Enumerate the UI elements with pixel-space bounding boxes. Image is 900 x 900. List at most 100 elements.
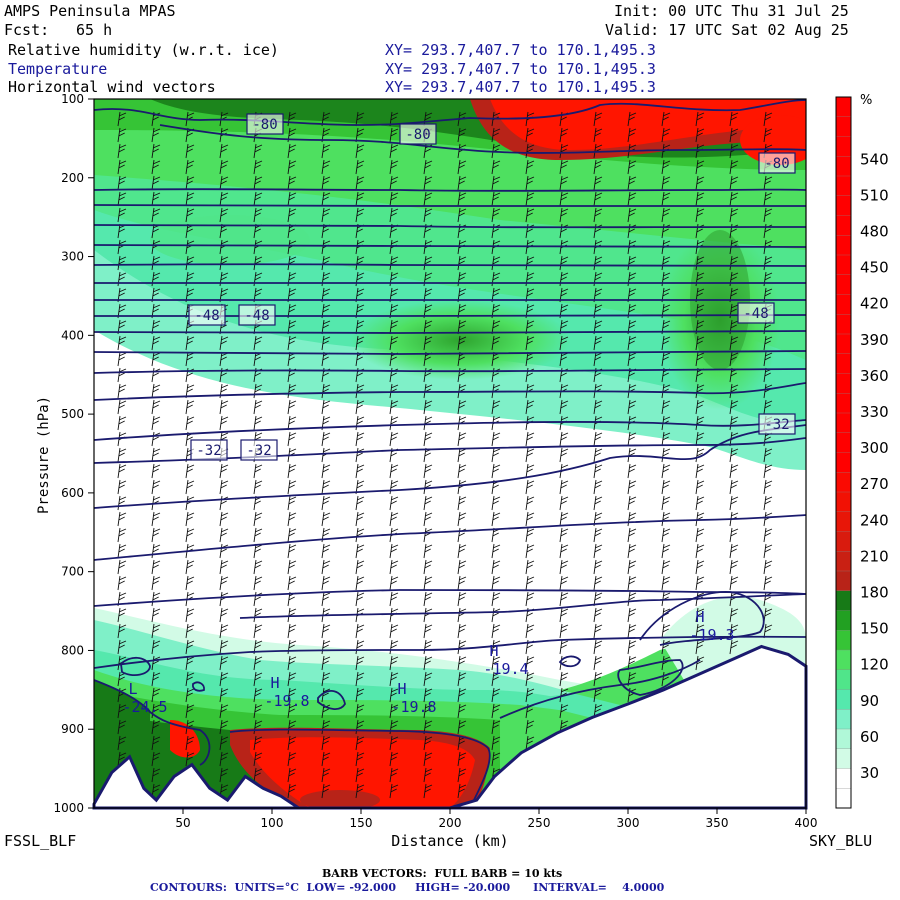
wind-barb: [219, 639, 229, 655]
wind-barb: [661, 431, 671, 447]
wind-barb: [763, 543, 773, 559]
wind-barb: [287, 527, 297, 543]
contour-line: [639, 591, 765, 646]
wind-barb: [253, 703, 263, 719]
wind-barb: [287, 319, 297, 335]
wind-barb: [457, 623, 467, 639]
colorbar-cell: [835, 353, 852, 374]
wind-barb: [661, 111, 671, 127]
wind-barb: [695, 431, 705, 447]
extremum-tag: H: [397, 680, 406, 698]
wind-barb: [729, 479, 739, 495]
contour-line: [94, 244, 806, 248]
wind-barb: [117, 527, 127, 543]
contour-line: [94, 263, 806, 267]
wind-barb: [695, 559, 705, 575]
wind-barb: [117, 175, 127, 191]
wind-barb: [423, 255, 433, 271]
wind-barb: [729, 335, 739, 351]
wind-barb: [627, 639, 637, 655]
wind-barb: [457, 335, 467, 351]
wind-barb: [355, 671, 365, 687]
wind-barb: [491, 671, 501, 687]
wind-barb: [219, 623, 229, 639]
wind-barb: [525, 735, 535, 751]
wind-barb: [491, 207, 501, 223]
wind-barb: [151, 511, 161, 527]
x-tick-label: 400: [795, 816, 818, 830]
wind-barb: [525, 655, 535, 671]
wind-barb: [287, 463, 297, 479]
colorbar-cell: [835, 314, 852, 335]
wind-barb: [151, 703, 161, 719]
colorbar-cell: [835, 254, 852, 276]
wind-barb: [457, 783, 467, 799]
wind-barb: [389, 511, 399, 527]
wind-barb: [389, 143, 399, 159]
wind-barb: [287, 719, 297, 735]
wind-barb: [525, 335, 535, 351]
contour-label: -32: [196, 443, 221, 459]
wind-barb: [151, 559, 161, 575]
wind-barb: [763, 335, 773, 351]
wind-barb: [695, 191, 705, 207]
wind-barb: [117, 479, 127, 495]
wind-barb: [457, 591, 467, 607]
wind-barb: [355, 559, 365, 575]
wind-barb: [151, 335, 161, 351]
field-label-rh: Relative humidity (w.r.t. ice): [8, 41, 279, 59]
wind-barb: [729, 607, 739, 623]
init-time: Init: 00 UTC Thu 31 Jul 25: [614, 2, 849, 20]
wind-barb: [117, 463, 127, 479]
wind-barb: [593, 687, 603, 703]
wind-barb: [151, 639, 161, 655]
wind-barb: [491, 575, 501, 591]
extremum-value: -19.3: [689, 626, 734, 644]
wind-barb: [695, 255, 705, 271]
wind-barb: [219, 511, 229, 527]
wind-barb: [117, 719, 127, 735]
field-xy-rh: XY= 293.7,407.7 to 170.1,495.3: [385, 41, 656, 59]
temperature-contours: [94, 99, 806, 808]
wind-barb: [287, 159, 297, 175]
wind-barb: [355, 431, 365, 447]
wind-barb: [355, 687, 365, 703]
wind-barb: [117, 511, 127, 527]
wind-barb: [321, 143, 331, 159]
wind-barb: [661, 191, 671, 207]
wind-barb: [729, 463, 739, 479]
wind-barb: [695, 527, 705, 543]
x-tick-label: 350: [706, 816, 729, 830]
wind-barb: [321, 783, 331, 799]
wind-barb: [321, 559, 331, 575]
wind-barb: [457, 191, 467, 207]
contour-label: -48: [194, 308, 219, 324]
wind-barb: [185, 415, 195, 431]
wind-barb: [661, 255, 671, 271]
wind-barb: [559, 191, 569, 207]
wind-barb: [423, 639, 433, 655]
colorbar-label: 420: [860, 295, 889, 313]
wind-barb: [219, 559, 229, 575]
wind-barb: [321, 175, 331, 191]
wind-barb: [117, 639, 127, 655]
wind-barb: [695, 335, 705, 351]
colorbar-cell: [835, 768, 852, 789]
wind-barb: [559, 671, 569, 687]
wind-barb: [321, 319, 331, 335]
wind-barb: [627, 463, 637, 479]
colorbar-cell: [835, 452, 852, 473]
wind-barb: [661, 447, 671, 463]
y-axis: 100 200 300 400 500 600 700 800 900 1000: [53, 92, 94, 815]
wind-barb: [525, 495, 535, 511]
wind-barb: [559, 607, 569, 623]
wind-barb: [151, 159, 161, 175]
contour-label: -80: [405, 127, 430, 143]
wind-barb: [389, 255, 399, 271]
wind-barb: [695, 655, 705, 671]
wind-barb: [389, 207, 399, 223]
wind-barb: [423, 511, 433, 527]
wind-barb: [253, 511, 263, 527]
colorbar-label: 360: [860, 367, 889, 385]
wind-barb: [321, 623, 331, 639]
